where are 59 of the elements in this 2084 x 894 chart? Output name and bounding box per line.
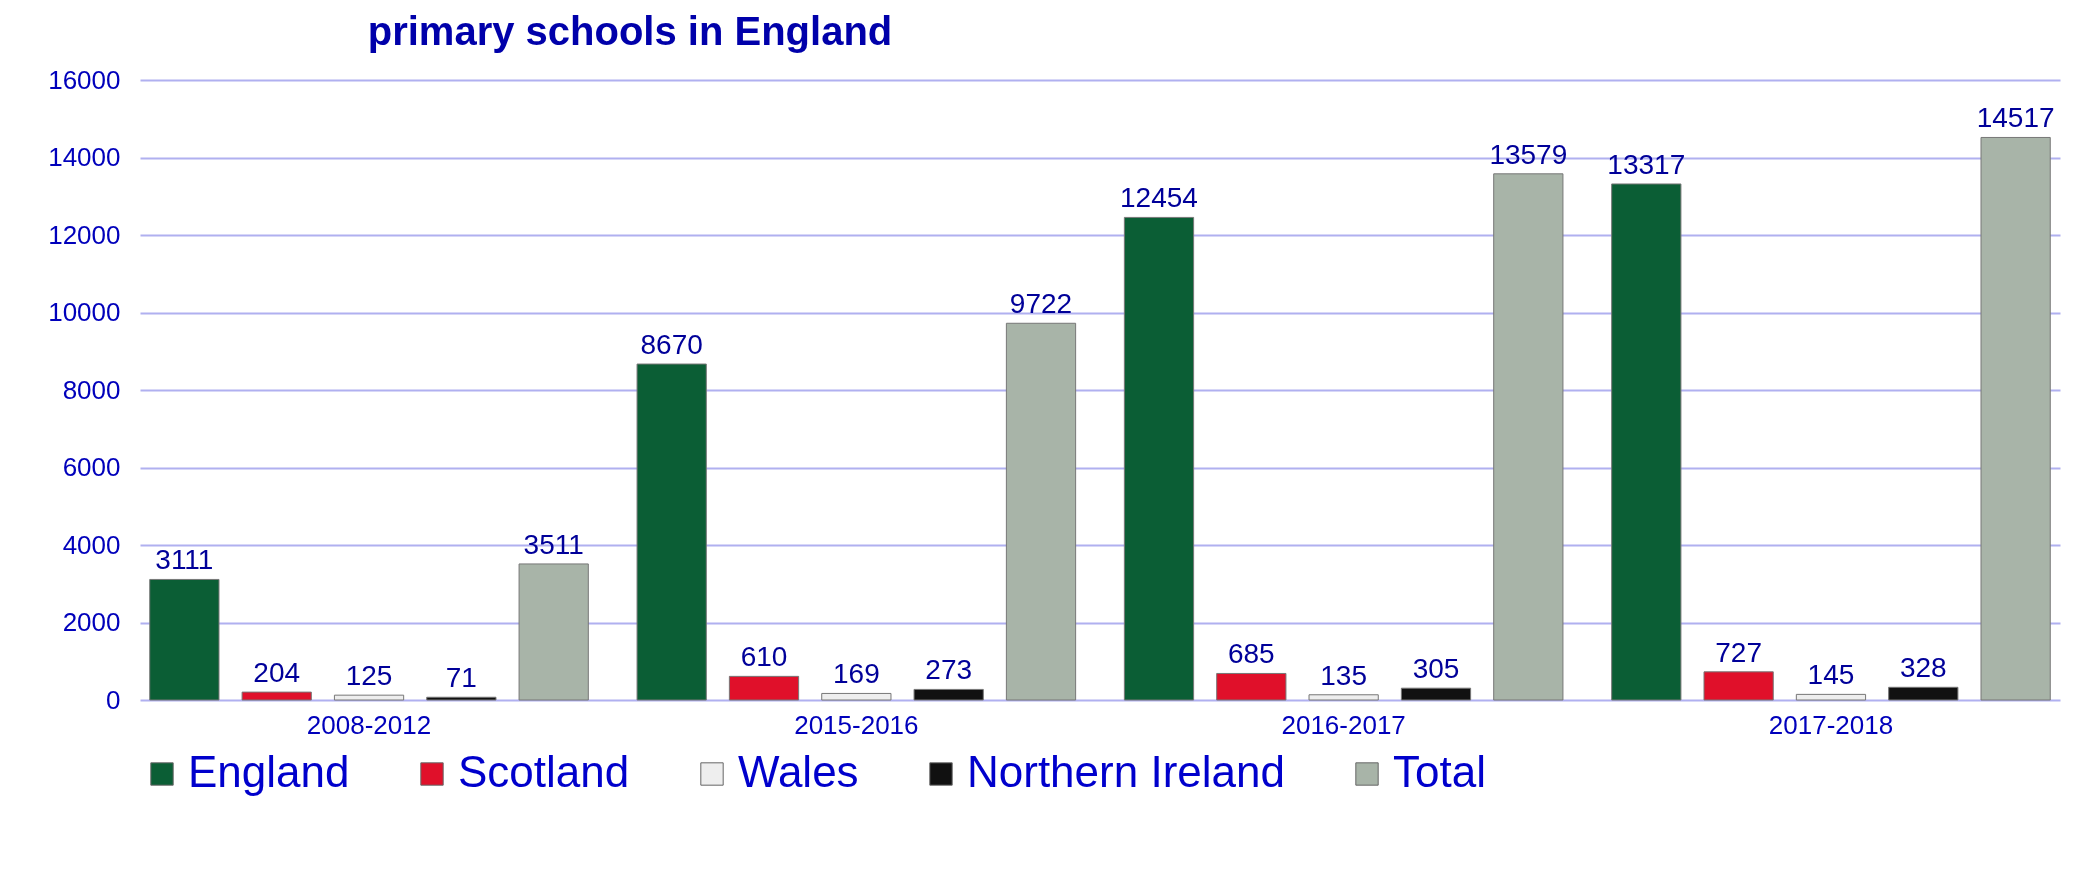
data-label: 135 <box>1320 659 1368 691</box>
bar <box>149 578 220 701</box>
data-label: 3111 <box>155 544 214 576</box>
bar <box>1703 671 1774 701</box>
data-label: 685 <box>1227 638 1275 670</box>
bar <box>1611 183 1682 701</box>
bar <box>913 688 984 701</box>
data-label: 610 <box>740 641 788 673</box>
data-label: 3511 <box>523 528 584 560</box>
data-label: 727 <box>1715 636 1762 668</box>
data-label: 145 <box>1807 659 1855 691</box>
bar <box>821 692 892 701</box>
bar <box>1308 694 1379 701</box>
data-label: 13317 <box>1607 148 1686 180</box>
data-label: 14517 <box>1976 102 2055 134</box>
y-tick-label: 6000 <box>62 452 121 482</box>
bar <box>241 691 312 701</box>
legend-label: Total <box>1393 747 1486 796</box>
y-tick-label: 14000 <box>48 142 121 172</box>
data-label: 12454 <box>1120 182 1198 214</box>
y-tick-label: 8000 <box>62 374 121 405</box>
bar <box>728 675 800 701</box>
data-label: 204 <box>253 657 301 689</box>
data-label: 8670 <box>640 329 703 361</box>
y-tick-label: 0 <box>106 684 121 715</box>
chart-title: primary schools in England <box>367 9 893 53</box>
bar <box>1888 686 1959 701</box>
bar <box>1400 687 1472 701</box>
legend-label: Wales <box>738 747 859 796</box>
y-tick-label: 10000 <box>48 297 121 327</box>
bar <box>1493 173 1564 701</box>
bar <box>636 363 707 701</box>
x-tick-label: 2015-2016 <box>794 709 919 740</box>
data-label: 125 <box>345 660 393 692</box>
bar <box>1216 672 1287 701</box>
y-tick-label: 12000 <box>48 219 121 250</box>
y-tick-label: 16000 <box>48 64 121 95</box>
bar <box>1005 322 1077 701</box>
bar <box>333 694 405 701</box>
data-label: 9722 <box>1009 288 1073 320</box>
legend-label: Scotland <box>458 747 630 796</box>
y-tick-label: 2000 <box>62 607 121 637</box>
legend-label: England <box>188 747 350 796</box>
bar <box>426 696 497 701</box>
x-tick-label: 2017-2018 <box>1768 709 1894 740</box>
bar <box>1980 136 2051 701</box>
data-label: 273 <box>925 654 973 686</box>
x-tick-label: 2008-2012 <box>306 709 432 740</box>
data-label: 169 <box>832 658 880 690</box>
legend-label: Northern Ireland <box>967 747 1285 796</box>
bar <box>518 563 589 701</box>
bar <box>1123 216 1195 701</box>
data-label: 305 <box>1412 653 1460 685</box>
y-tick-label: 4000 <box>62 529 121 560</box>
x-tick-label: 2016-2017 <box>1281 709 1406 740</box>
data-label: 328 <box>1899 652 1947 684</box>
data-label: 13579 <box>1489 138 1568 170</box>
bar <box>1795 693 1867 701</box>
data-label: 71 <box>445 662 477 694</box>
